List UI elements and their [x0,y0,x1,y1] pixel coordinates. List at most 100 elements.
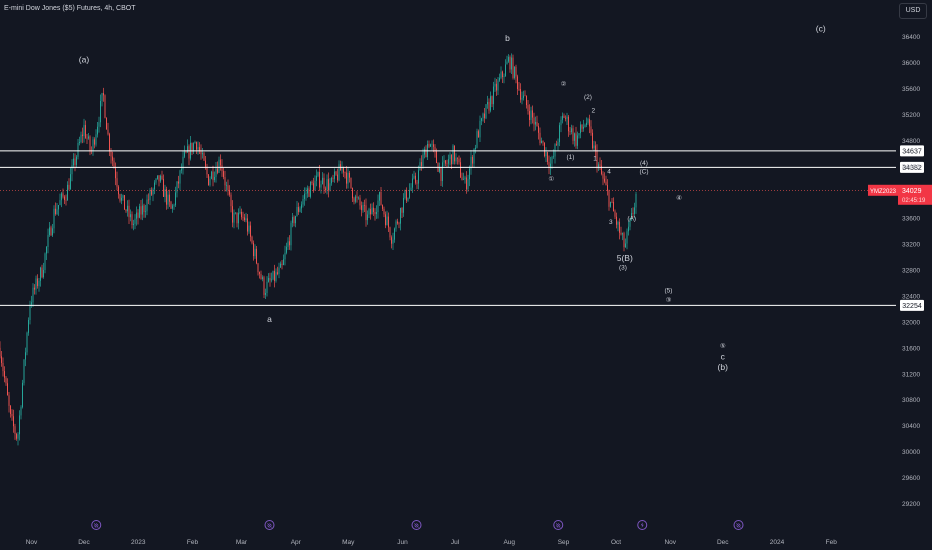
candle-body [439,167,440,172]
candle-body [152,189,154,195]
time-tick-label: Oct [611,539,621,546]
candle-body [0,347,1,357]
event-icon[interactable] [553,520,564,530]
candle-body [146,199,148,212]
price-axis[interactable]: 29200 29600 30000 30400 30800 31200 31600 32000… [902,34,920,508]
candle-body [556,144,557,146]
candle-body [505,64,506,77]
candle-body [32,287,34,303]
candle-body [148,199,149,201]
candle-body [172,205,173,209]
candle-body [362,205,364,211]
candle-body [374,212,376,215]
wave-label: (3) [619,264,627,271]
candle-body [169,194,170,202]
candle-body [337,174,338,181]
candle-body [451,154,452,165]
candle-body [131,214,133,226]
candle-body [184,151,185,157]
level-badge-label: 34637 [902,148,922,155]
candle-body [578,133,580,136]
candle-body [22,382,23,408]
candle-body [344,172,346,174]
candle-body [410,187,412,191]
candle-body [251,236,253,243]
time-tick-label: Aug [503,539,515,546]
candle-body [187,146,188,153]
time-axis[interactable]: Nov Dec 2023 Feb Mar Apr May Jun Jul Aug Sep Oct Nov… [26,539,838,546]
candle-body [359,197,361,206]
candle-body [7,383,8,396]
candle-body [274,270,275,281]
candle-body [272,270,274,280]
candle-body [614,211,616,217]
time-tick-label: Sep [558,539,570,546]
candle-body [59,200,61,206]
candle-body [491,96,493,105]
currency-button[interactable]: USD [899,3,927,19]
candle-body [157,175,158,179]
candle-body [259,272,260,274]
candle-body [511,57,512,70]
candle-body [523,95,524,99]
candle-body [28,319,29,333]
candle-body [634,207,635,214]
candle-body [88,136,89,139]
candle-body [226,185,227,186]
candle-body [499,77,500,81]
candle-body [394,228,395,240]
candle-body [373,207,374,213]
candle-body [430,144,431,147]
candle-body [109,134,110,152]
wave-label: (c) [816,23,826,33]
candle-body [107,129,109,135]
candle-body [82,134,83,137]
event-icon[interactable] [411,520,422,530]
event-icon[interactable] [264,520,275,530]
candle-body [421,162,422,166]
wave-label: ① [548,176,554,183]
wave-label: (2) [584,94,592,101]
candle-body [53,208,55,229]
candle-body [178,181,179,184]
candle-body [476,131,478,148]
candle-body [589,119,590,127]
candle-body [286,246,287,253]
candle-body [392,239,394,244]
candle-body [268,278,269,282]
price-tick-label: 34800 [902,138,920,145]
lightning-icon[interactable] [637,520,648,530]
candle-body [199,147,200,152]
time-tick-label: 2023 [131,539,146,546]
candle-body [335,171,337,175]
price-tick-label: 32800 [902,268,920,275]
event-icon[interactable] [91,520,102,530]
candle-body [509,57,511,70]
candle-body [209,178,211,186]
candle-body [548,161,550,169]
wave-label: (b) [718,362,729,372]
candle-body [25,352,26,360]
candle-body [377,200,379,213]
candle-body [517,76,518,89]
candle-body [469,168,470,180]
candle-body [473,149,475,164]
candle-body [545,152,547,157]
candle-body [383,208,385,215]
candle-body [46,246,47,254]
candle-body [52,228,53,236]
price-tick-label: 31200 [902,371,920,378]
event-icon[interactable] [733,520,744,530]
candle-body [238,212,239,224]
candle-body [98,122,100,127]
candle-body [26,332,28,353]
price-tick-label: 33200 [902,242,920,249]
wave-labels: (a) a b (c) (b)c ⑤ ④ (5) ③ ① ② (1) (2) 2 1 4 3 (4)(C) (A) 5… [79,23,826,372]
candle-body [503,76,505,77]
wave-label: ③ [666,297,672,304]
candle-body [526,95,527,106]
candle-body [203,153,205,161]
candle-body [242,217,244,218]
candle-body [343,167,344,173]
